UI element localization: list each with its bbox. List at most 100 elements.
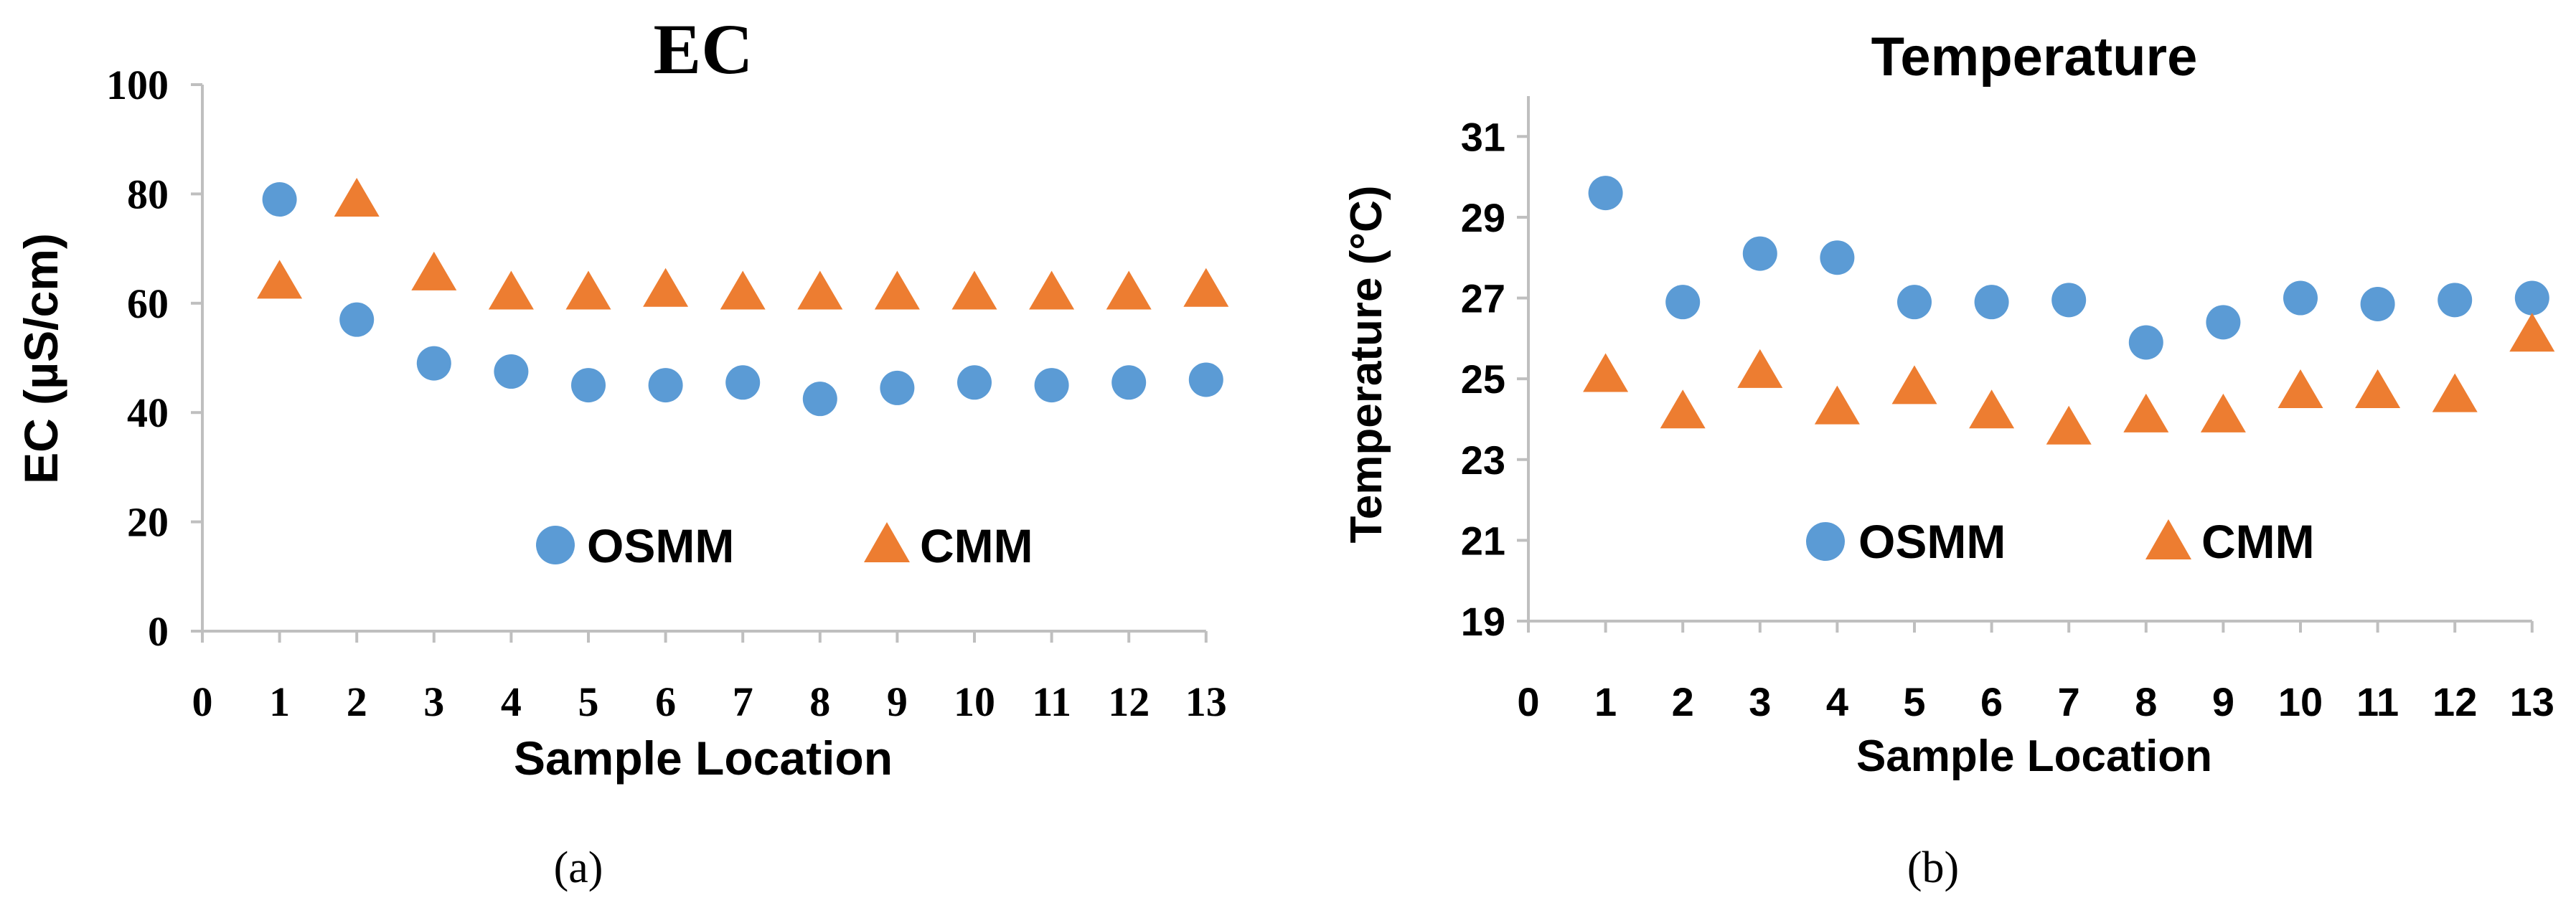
x-tick-label: 5: [578, 678, 599, 725]
x-tick-label: 7: [2058, 679, 2080, 724]
x-tick-label: 1: [1594, 679, 1617, 724]
legend-osmm-label: OSMM: [587, 519, 734, 572]
legend-osmm-marker: [1806, 522, 1845, 561]
data-point-cmm: [643, 268, 689, 307]
y-tick-label: 60: [127, 280, 169, 327]
data-point-osmm: [1974, 285, 2009, 320]
data-point-cmm: [1029, 270, 1075, 310]
x-tick-label: 0: [192, 678, 213, 725]
data-point-cmm: [1183, 268, 1229, 307]
x-tick-label: 11: [1032, 678, 1071, 725]
legend-cmm-marker: [864, 522, 910, 562]
legend-cmm-label: CMM: [2201, 515, 2315, 568]
legend-osmm-label: OSMM: [1858, 515, 2006, 568]
ec-chart-title: EC: [654, 9, 753, 89]
temperature-chart-x-axis-label: Sample Location: [1856, 732, 2212, 781]
temperature-chart-y-axis-label: Temperature (°C): [1342, 185, 1391, 543]
data-point-osmm: [416, 346, 451, 381]
ec-chart-caption: (a): [554, 843, 603, 892]
data-point-osmm: [1588, 176, 1623, 211]
x-tick-label: 12: [2432, 679, 2477, 724]
data-point-osmm: [725, 365, 761, 400]
data-point-osmm: [1034, 368, 1069, 403]
data-point-cmm: [1660, 389, 1706, 429]
x-tick-label: 3: [423, 678, 444, 725]
x-tick-label: 8: [2135, 679, 2157, 724]
data-point-cmm: [2432, 373, 2478, 412]
y-tick-label: 80: [127, 171, 169, 217]
ec-chart-legend: OSMM CMM: [536, 519, 1033, 572]
temperature-chart-points: [1583, 176, 2555, 445]
ec-chart-x-axis-label: Sample Location: [514, 732, 893, 785]
x-tick-label: 12: [1108, 678, 1150, 725]
data-point-cmm: [951, 270, 997, 310]
legend-cmm-marker: [2145, 519, 2191, 559]
data-point-cmm: [2046, 405, 2092, 445]
x-tick-label: 4: [1826, 679, 1848, 724]
temperature-chart-caption: (b): [1907, 843, 1959, 892]
temperature-chart-axes: [1527, 96, 2532, 623]
y-tick-label: 29: [1461, 195, 1505, 240]
x-tick-label: 10: [2278, 679, 2323, 724]
data-point-osmm: [1665, 285, 1701, 320]
data-point-osmm: [571, 368, 606, 403]
data-point-osmm: [2438, 283, 2473, 318]
x-tick-label: 9: [887, 678, 908, 725]
legend-cmm-label: CMM: [920, 519, 1033, 572]
data-point-cmm: [257, 260, 303, 299]
x-tick-label: 3: [1749, 679, 1771, 724]
x-tick-label: 11: [2356, 679, 2399, 724]
y-tick-label: 23: [1461, 437, 1505, 483]
data-point-osmm: [2514, 280, 2549, 316]
data-point-cmm: [1969, 389, 2015, 429]
data-point-cmm: [2123, 393, 2169, 432]
data-point-cmm: [2355, 369, 2401, 409]
data-point-osmm: [2360, 286, 2395, 321]
x-tick-label: 1: [269, 678, 290, 725]
y-tick-label: 31: [1461, 114, 1505, 159]
data-point-osmm: [1897, 285, 1932, 320]
y-tick-label: 19: [1461, 599, 1505, 644]
temperature-chart-legend: OSMM CMM: [1806, 515, 2315, 568]
ec-chart-points: [257, 178, 1229, 417]
data-point-cmm: [720, 270, 766, 310]
x-tick-label: 0: [1517, 679, 1539, 724]
data-point-osmm: [802, 382, 837, 417]
ec-chart-axes: [201, 85, 1206, 633]
data-point-osmm: [2206, 305, 2241, 340]
ec-chart-x-ticks: 0 1 2 3 4 5 6 7 8 9 10 11 12 13: [192, 631, 1227, 725]
data-point-cmm: [565, 270, 611, 310]
data-point-cmm: [2509, 313, 2555, 352]
data-point-osmm: [2128, 325, 2163, 360]
data-point-cmm: [2200, 393, 2246, 432]
data-point-cmm: [1583, 353, 1629, 392]
data-point-osmm: [2283, 280, 2318, 316]
data-point-cmm: [1814, 385, 1860, 425]
data-point-osmm: [957, 365, 992, 400]
temperature-chart-x-ticks: 0 1 2 3 4 5 6 7 8 9 10 11 12 13: [1517, 621, 2554, 724]
y-tick-label: 25: [1461, 356, 1505, 402]
x-tick-label: 7: [733, 678, 753, 725]
data-point-cmm: [1106, 270, 1152, 310]
y-tick-label: 100: [106, 62, 169, 108]
data-point-osmm: [339, 302, 375, 337]
data-point-osmm: [2051, 283, 2087, 318]
data-point-cmm: [797, 270, 843, 310]
data-point-cmm: [2277, 369, 2323, 409]
data-point-osmm: [1820, 240, 1855, 275]
data-point-osmm: [648, 368, 683, 403]
y-tick-label: 40: [127, 389, 169, 436]
x-tick-label: 6: [655, 678, 676, 725]
data-point-cmm: [1737, 349, 1783, 388]
data-point-osmm: [494, 354, 529, 389]
y-tick-label: 0: [148, 608, 169, 655]
data-point-cmm: [411, 251, 457, 290]
data-point-cmm: [1891, 365, 1937, 405]
x-tick-label: 2: [347, 678, 367, 725]
temperature-chart-title: Temperature: [1871, 27, 2198, 87]
ec-chart-y-ticks: 0 20 40 60 80 100: [106, 62, 202, 655]
x-tick-label: 2: [1672, 679, 1694, 724]
y-tick-label: 20: [127, 499, 169, 546]
x-tick-label: 9: [2212, 679, 2234, 724]
